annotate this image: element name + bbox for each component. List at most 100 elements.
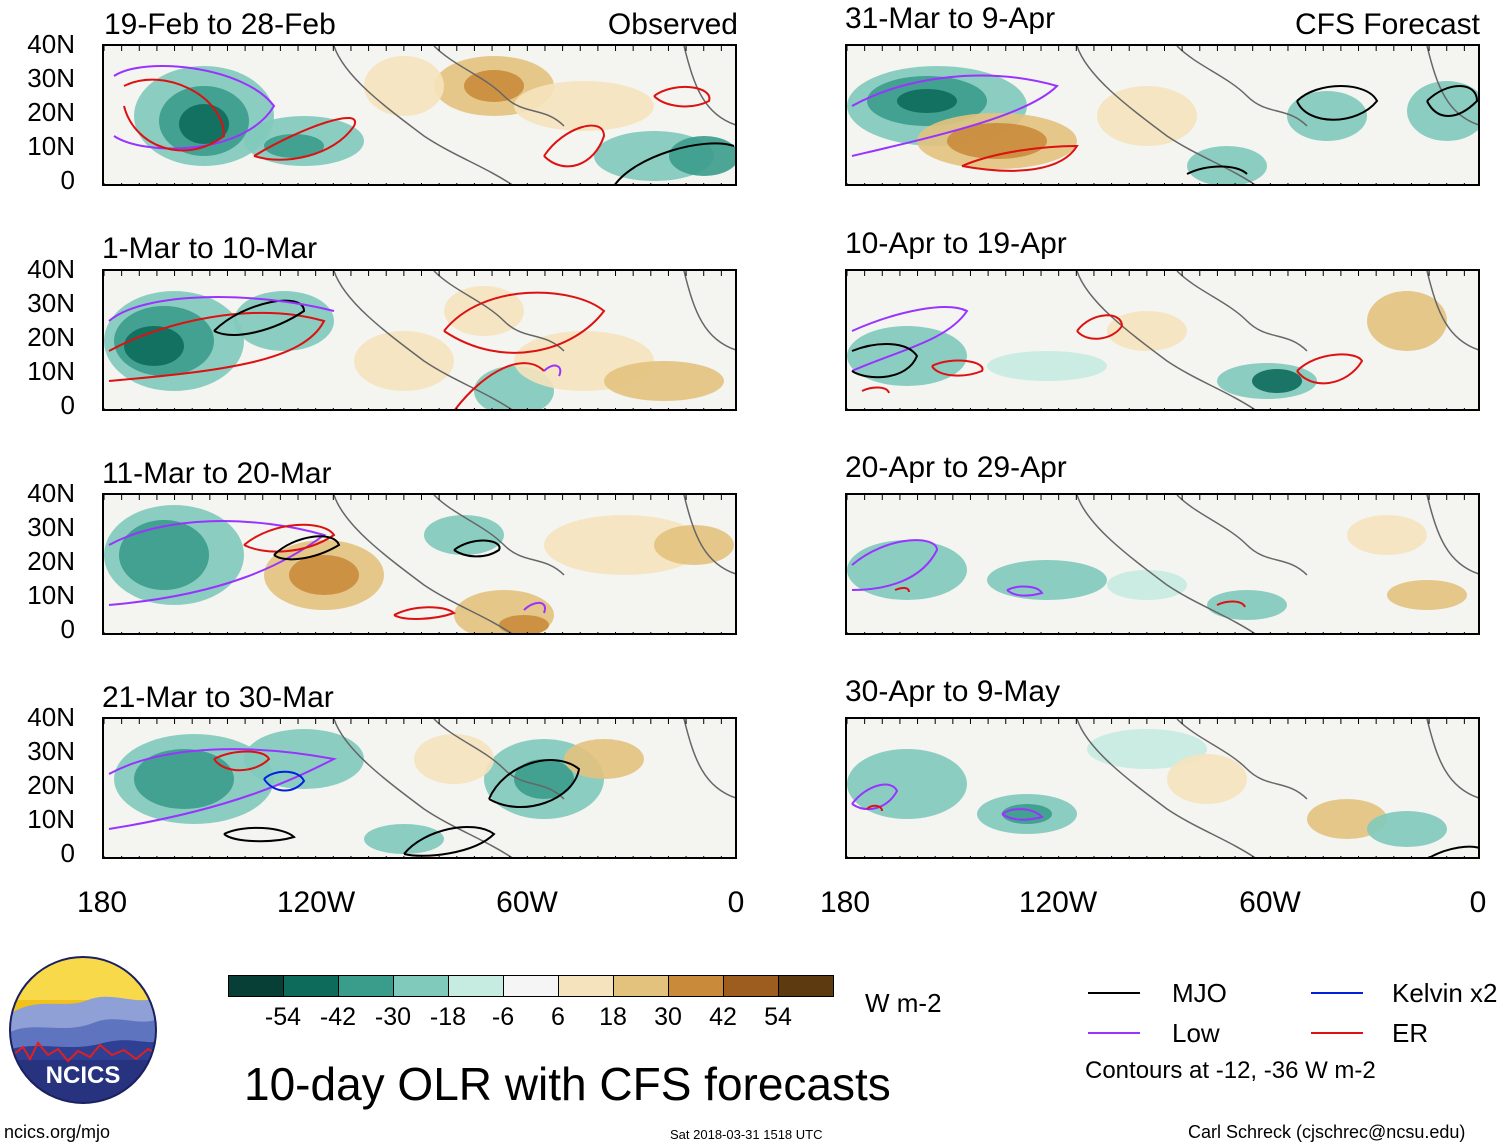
wave-contour: [273, 535, 341, 561]
wave-contour: [454, 362, 545, 409]
colorbar-tick-label: -18: [429, 1003, 467, 1031]
wave-contour: [1296, 353, 1364, 385]
observed-label: Observed: [607, 8, 738, 41]
map-panel-2: [102, 269, 737, 411]
colorbar-cell: [283, 975, 339, 997]
wave-contour: [543, 364, 562, 377]
wave-contour: [213, 299, 306, 336]
map-panel-6: [845, 269, 1480, 411]
colorbar-tick-label: 54: [764, 1003, 792, 1031]
colorbar-tick-label: -42: [319, 1003, 357, 1031]
wave-contour: [223, 826, 296, 843]
wave-contour: [1186, 165, 1248, 175]
olr-anomaly-shading: [847, 749, 967, 819]
lat-label: 20N: [27, 770, 75, 800]
lon-label-120w-right: 120W: [1018, 886, 1098, 919]
map-panel-1: [102, 44, 737, 186]
olr-anomaly-shading: [604, 361, 724, 401]
colorbar-tick-label: 30: [654, 1003, 682, 1031]
lat-label: 0: [60, 390, 75, 420]
wave-contour: [614, 142, 735, 184]
map-panel-7: [845, 493, 1480, 635]
legend-er-line: [1311, 1032, 1363, 1034]
wave-contour: [861, 386, 890, 394]
colorbar-tick-label: 6: [551, 1003, 565, 1031]
colorbar-cell: [228, 975, 284, 997]
lat-label: 30N: [27, 736, 75, 766]
olr-anomaly-shading: [544, 515, 704, 575]
wave-contour: [253, 117, 357, 161]
wave-contour: [443, 291, 606, 354]
olr-anomaly-shading: [1002, 804, 1052, 824]
legend-low-line: [1088, 1032, 1140, 1034]
wave-contour: [453, 539, 501, 558]
olr-anomaly-shading: [464, 70, 524, 102]
ncics-logo: NCICS: [8, 955, 158, 1105]
lon-label-180-right: 180: [819, 886, 871, 919]
olr-anomaly-shading: [179, 104, 229, 144]
olr-anomaly-shading: [1207, 590, 1287, 620]
colorbar-cell: [448, 975, 504, 997]
wave-contour: [1426, 85, 1478, 117]
lat-label: 20N: [27, 546, 75, 576]
olr-anomaly-shading: [669, 136, 735, 176]
map-panel-8: [845, 717, 1480, 859]
wave-contour: [213, 750, 271, 772]
panel-title: 10-Apr to 19-Apr: [845, 227, 1067, 260]
olr-map: [847, 719, 1478, 857]
olr-anomaly-shading: [1367, 291, 1447, 351]
colorbar-cell: [338, 975, 394, 997]
lat-label: 20N: [27, 97, 75, 127]
olr-anomaly-shading: [264, 134, 324, 158]
olr-map: [104, 46, 735, 184]
olr-anomaly-shading: [499, 615, 549, 633]
wave-contour: [108, 520, 327, 606]
wave-contour: [263, 770, 306, 792]
lat-label: 30N: [27, 63, 75, 93]
colorbar-cell: [393, 975, 449, 997]
lat-label: 20N: [27, 322, 75, 352]
olr-map: [104, 719, 735, 857]
lat-label: 40N: [27, 702, 75, 732]
wave-contour: [403, 826, 496, 857]
olr-anomaly-shading: [364, 56, 444, 116]
olr-anomaly-shading: [424, 515, 504, 555]
lon-label-0-right: 0: [1469, 886, 1487, 919]
legend-kelvin-line: [1311, 992, 1363, 994]
olr-anomaly-shading: [847, 540, 967, 600]
olr-map: [104, 271, 735, 409]
wave-contour: [866, 804, 883, 812]
wave-contour: [851, 539, 939, 591]
coastline: [333, 46, 735, 184]
colorbar-tick-label: -6: [491, 1003, 515, 1031]
colorbar-tick-label: -54: [264, 1003, 302, 1031]
olr-anomaly-shading: [444, 286, 524, 336]
lat-label: 0: [60, 165, 75, 195]
olr-anomaly-shading: [564, 739, 644, 779]
colorbar-cell: [613, 975, 669, 997]
olr-anomaly-shading: [987, 351, 1107, 381]
colorbar-units: W m-2: [865, 988, 942, 1018]
olr-anomaly-shading: [514, 759, 574, 799]
main-title: 10-day OLR with CFS forecasts: [244, 1058, 891, 1110]
colorbar-cell: [723, 975, 779, 997]
olr-anomaly-shading: [1107, 570, 1187, 600]
lat-label: 0: [60, 838, 75, 868]
olr-anomaly-shading: [1187, 146, 1267, 184]
coastline: [1076, 495, 1478, 633]
wave-contour: [243, 523, 336, 553]
panel-title: 30-Apr to 9-May: [845, 675, 1061, 708]
coastline: [1076, 46, 1478, 184]
panel-title: 11-Mar to 20-Mar: [102, 457, 332, 490]
colorbar-cell: [778, 975, 834, 997]
colorbar-cell: [558, 975, 614, 997]
panel-title: 1-Mar to 10-Mar: [102, 232, 318, 265]
colorbar: [228, 975, 834, 997]
olr-anomaly-shading: [119, 520, 209, 590]
olr-anomaly-shading: [1097, 86, 1197, 146]
lat-label: 10N: [27, 356, 75, 386]
lat-label: 30N: [27, 512, 75, 542]
wave-contour: [108, 748, 338, 830]
lat-label: 40N: [27, 29, 75, 59]
olr-anomaly-shading: [1347, 515, 1427, 555]
